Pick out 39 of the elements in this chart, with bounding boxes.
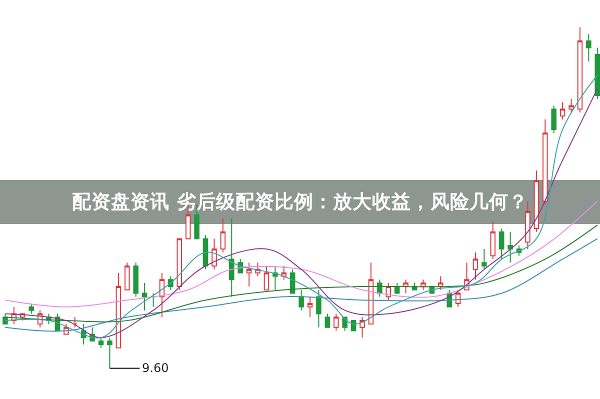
candlestick <box>324 313 330 328</box>
candlestick <box>316 289 322 328</box>
candlestick <box>403 279 408 294</box>
candlestick <box>28 303 34 314</box>
candlestick <box>498 228 504 260</box>
candlestick <box>551 105 556 134</box>
candlestick <box>568 98 574 114</box>
candlestick <box>176 238 182 290</box>
candlestick <box>525 200 530 250</box>
candlestick <box>98 337 104 348</box>
candlestick <box>594 47 600 100</box>
candlestick <box>490 221 496 260</box>
candlestick <box>542 118 548 206</box>
candlestick <box>360 316 365 338</box>
candlestick <box>577 26 583 114</box>
candlestick <box>586 34 592 62</box>
candlestick <box>107 337 112 369</box>
candlestick <box>508 231 513 264</box>
candlestick <box>246 262 252 287</box>
candlestick <box>202 234 208 270</box>
annotation: 9.60 <box>142 361 169 375</box>
candlestick <box>534 170 540 232</box>
candlestick <box>438 276 444 290</box>
candlestick <box>272 266 278 290</box>
candlestick <box>307 296 313 318</box>
candlestick <box>482 248 487 270</box>
candlestick <box>334 313 339 332</box>
candlestick <box>142 282 148 311</box>
candlestick <box>220 218 226 253</box>
candlestick <box>124 262 130 290</box>
candlestick <box>229 218 234 298</box>
candlestick <box>560 102 566 120</box>
candlestick <box>264 266 270 290</box>
candlestick <box>472 252 478 280</box>
candlestick <box>159 272 165 318</box>
candlestick <box>212 238 217 270</box>
candlestick <box>420 279 426 290</box>
candlestick <box>298 289 304 311</box>
candlestick <box>133 262 138 298</box>
